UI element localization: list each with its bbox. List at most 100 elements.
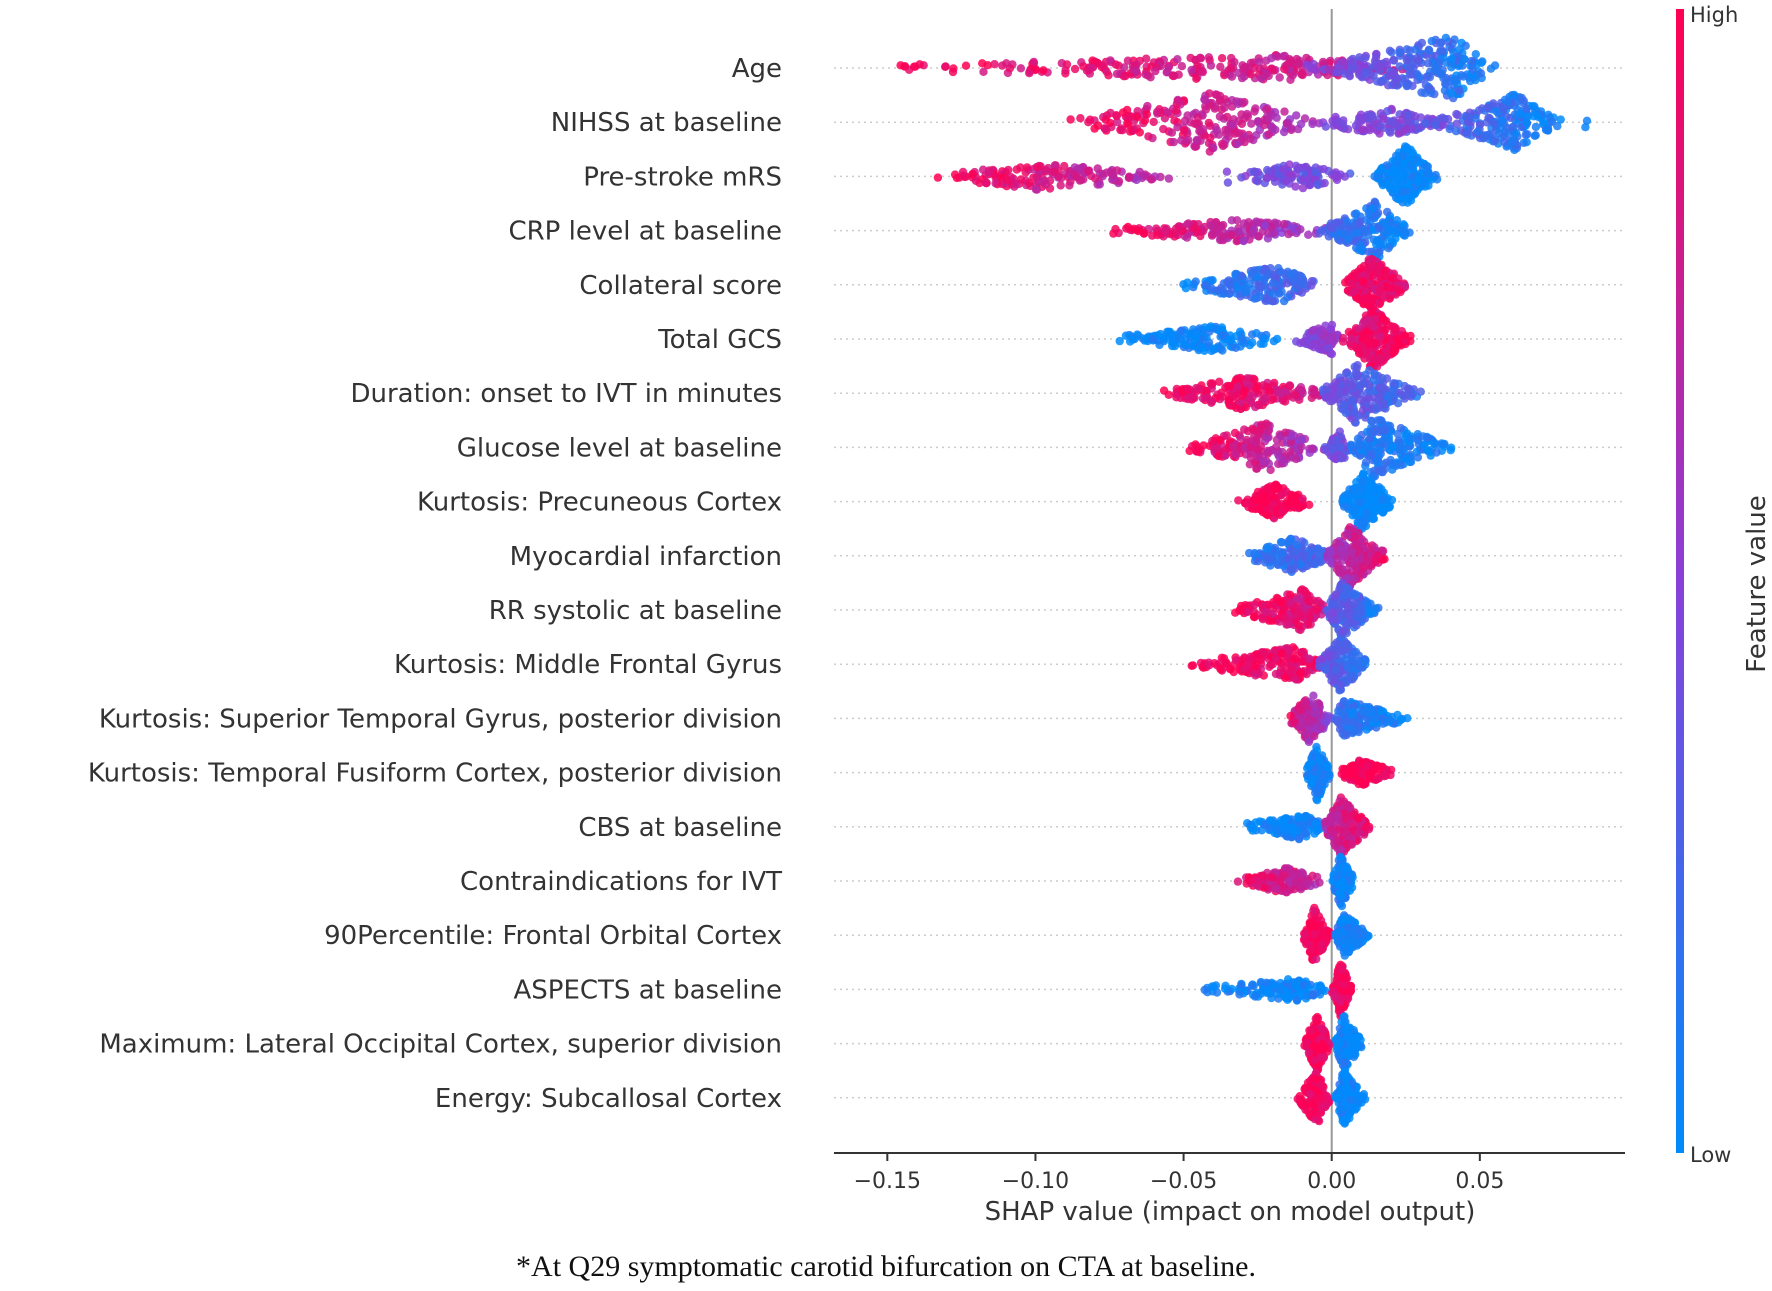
shap-point (1173, 123, 1182, 132)
shap-point (1341, 408, 1351, 418)
shap-point (1378, 495, 1388, 504)
shap-point (1351, 368, 1361, 377)
shap-point (1302, 729, 1311, 739)
shap-point (1240, 425, 1249, 434)
shap-point (1582, 116, 1592, 126)
shap-point (1209, 344, 1218, 353)
shap-point (1373, 446, 1382, 456)
shap-point (1065, 181, 1074, 190)
shap-point (1342, 529, 1352, 539)
shap-point (1384, 71, 1394, 80)
shap-point (1424, 45, 1434, 54)
shap-point (1406, 145, 1415, 154)
shap-point (1372, 240, 1381, 249)
shap-points (896, 33, 1592, 1128)
shap-point (1267, 122, 1276, 131)
shap-point (1396, 424, 1406, 433)
shap-point (1249, 167, 1259, 176)
shap-point (1032, 173, 1041, 182)
shap-point (1258, 648, 1268, 657)
shap-point (1265, 386, 1274, 396)
shap-point (1380, 426, 1390, 436)
shap-point (1492, 107, 1501, 116)
shap-point (1412, 69, 1422, 79)
shap-point (1556, 115, 1565, 124)
shap-point (1134, 331, 1143, 340)
shap-point (1523, 130, 1532, 139)
shap-point (1225, 280, 1235, 290)
shap-point (1225, 381, 1234, 391)
shap-point (1242, 109, 1252, 119)
shap-point (1371, 403, 1381, 413)
shap-point (1184, 135, 1193, 145)
shap-point (1250, 107, 1259, 116)
shap-point (1522, 118, 1531, 127)
shap-point (1195, 53, 1205, 62)
shap-point (979, 67, 988, 77)
shap-point (1016, 64, 1026, 73)
shap-point (1308, 326, 1317, 335)
shap-point (1336, 544, 1346, 554)
shap-point (1423, 162, 1433, 171)
shap-point (1392, 226, 1401, 235)
shap-point (1375, 353, 1384, 362)
shap-point (1308, 444, 1317, 453)
shap-point (1120, 63, 1129, 72)
shap-point (1373, 264, 1382, 273)
shap-point (1264, 268, 1273, 278)
shap-point (1436, 38, 1446, 47)
shap-point (1344, 381, 1354, 390)
shap-point (1377, 373, 1387, 383)
shap-point (1124, 120, 1133, 129)
shap-point (1220, 103, 1229, 112)
shap-point (1368, 111, 1377, 120)
shap-point (1438, 47, 1447, 56)
shap-point (1070, 163, 1079, 172)
shap-point (1297, 435, 1307, 445)
shap-point (1206, 61, 1216, 70)
shap-point (1112, 111, 1122, 121)
shap-point (1407, 434, 1417, 443)
shap-point (1379, 114, 1388, 124)
shap-point (1296, 225, 1305, 234)
shap-point (1192, 74, 1201, 84)
shap-point (1256, 339, 1265, 348)
shap-point (1135, 128, 1145, 137)
shap-point (1364, 266, 1373, 276)
shap-point (1147, 175, 1156, 184)
shap-point (1334, 218, 1344, 227)
shap-point (1226, 63, 1235, 73)
shap-point (1395, 48, 1405, 57)
shap-point (1237, 173, 1246, 182)
shap-point (1224, 395, 1234, 405)
shap-point (1060, 161, 1069, 171)
shap-point (1039, 66, 1048, 75)
shap-point (1300, 586, 1309, 596)
shap-point (1438, 113, 1447, 122)
shap-point (1260, 221, 1270, 230)
shap-point (1106, 108, 1115, 118)
shap-point (1438, 120, 1448, 129)
shap-point (1093, 164, 1102, 173)
shap-point (1358, 277, 1368, 286)
shap-point (1332, 665, 1341, 675)
shap-point (1161, 226, 1171, 235)
shap-point (1009, 174, 1018, 183)
shap-point (1237, 119, 1247, 128)
shap-point (1216, 436, 1225, 445)
shap-point (1142, 110, 1152, 119)
shap-point (1440, 439, 1449, 449)
shap-point (1252, 329, 1261, 338)
shap-point (1316, 724, 1326, 733)
shap-point (915, 60, 924, 69)
shap-point (1095, 180, 1105, 189)
shap-point (1403, 193, 1412, 202)
shap-point (1386, 284, 1395, 293)
shap-point (1363, 599, 1373, 608)
shap-point (1331, 590, 1341, 599)
shap-point (1218, 331, 1227, 340)
feature-label: Collateral score (579, 271, 782, 301)
shap-point (1248, 424, 1257, 433)
shap-point (1379, 240, 1389, 249)
